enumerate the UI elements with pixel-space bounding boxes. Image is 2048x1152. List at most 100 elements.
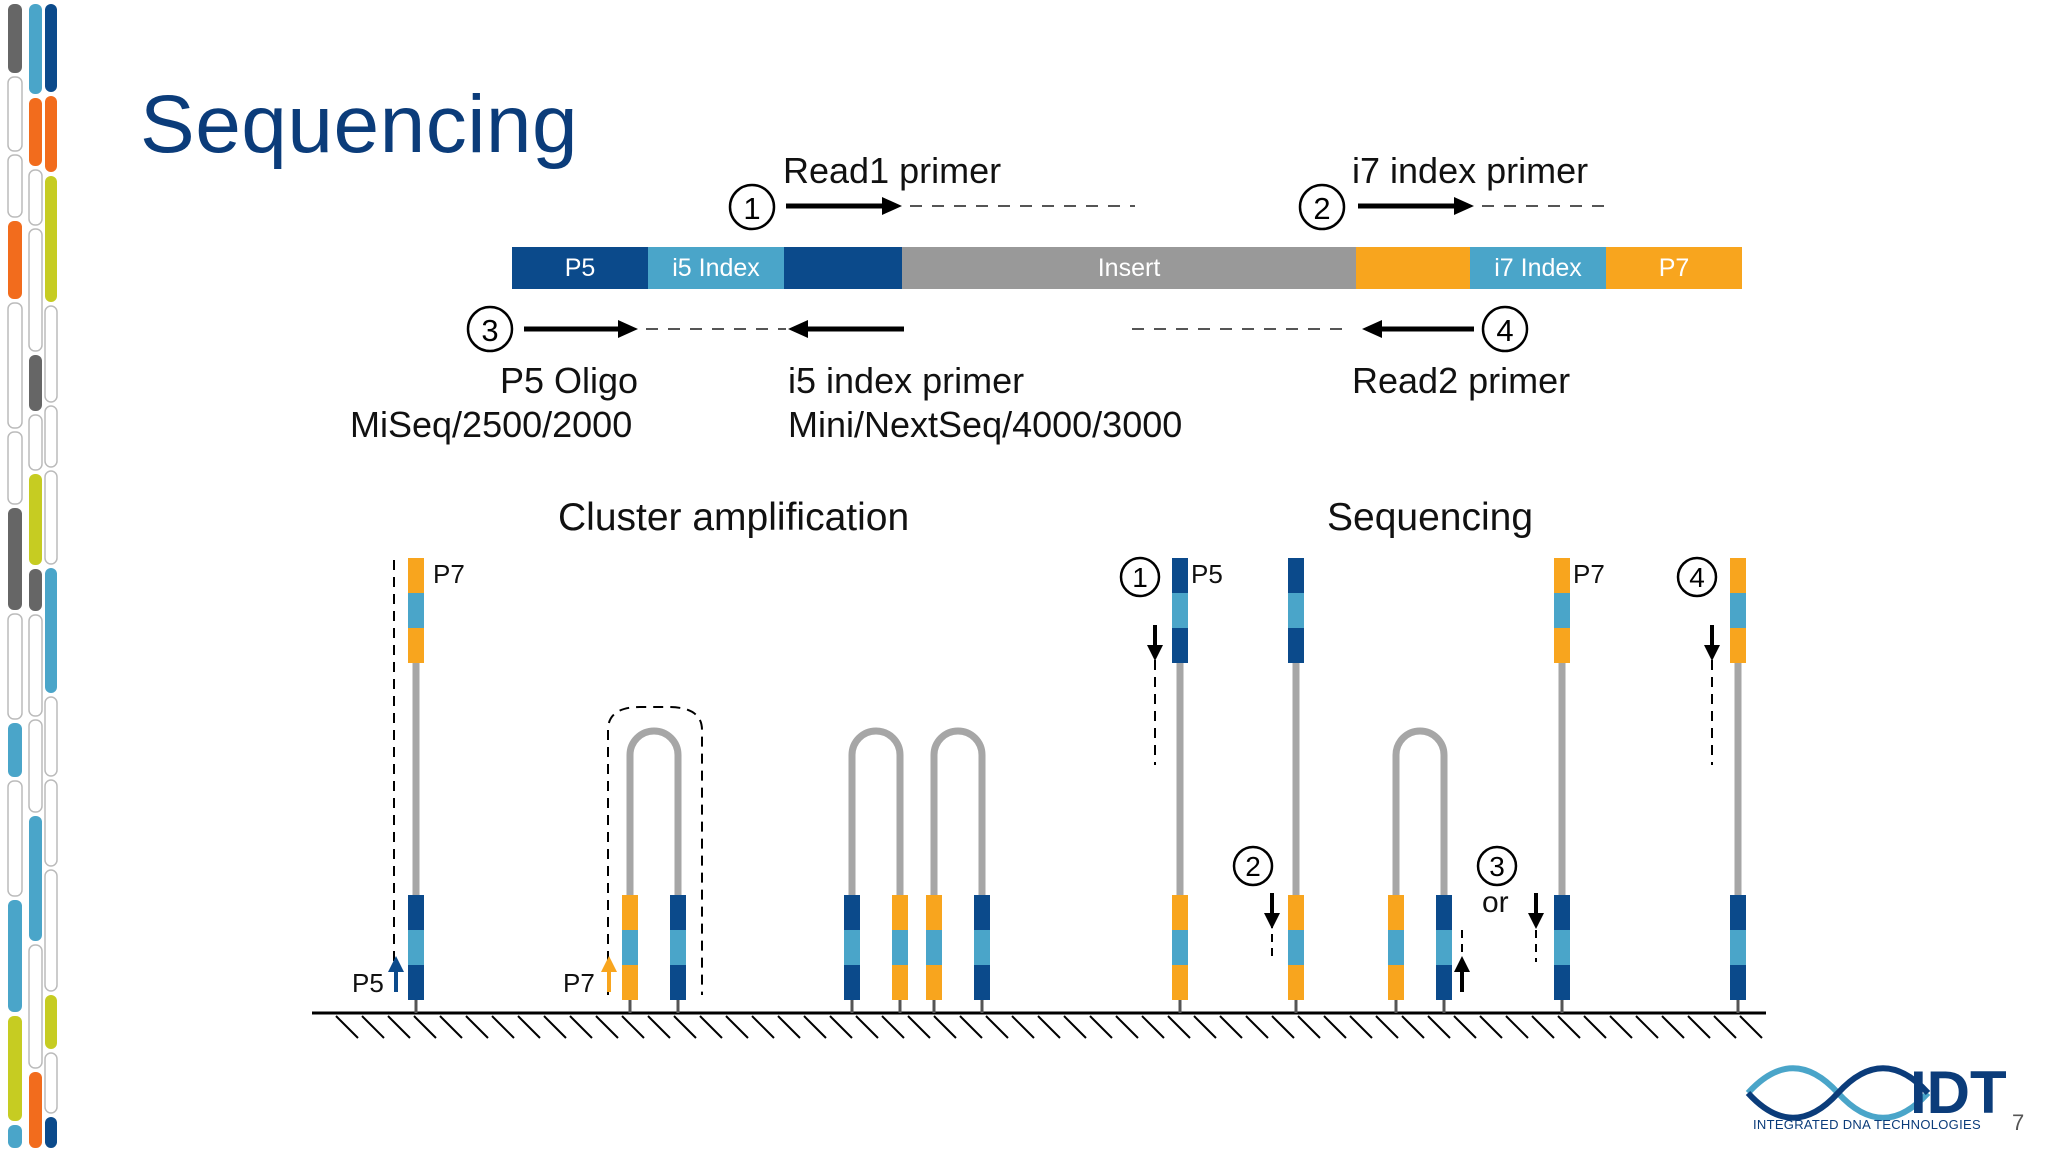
strand-bridge-left (622, 895, 638, 1013)
svg-text:2: 2 (1313, 191, 1330, 226)
segment-i5-index: i5 Index (648, 247, 784, 289)
strand-label-p5-a: P5 (352, 968, 384, 998)
strand-reverse (1554, 558, 1570, 1013)
surface-hatch (1375, 1015, 1399, 1039)
surface-hatch (881, 1015, 905, 1039)
surface-hatch (1141, 1015, 1165, 1039)
surface-hatch (1479, 1015, 1503, 1039)
segment-p5-adapter (784, 247, 902, 289)
seq-step-3-badge: 3 (1476, 845, 1518, 887)
idt-logo-subtitle: INTEGRATED DNA TECHNOLOGIES (1753, 1117, 1981, 1132)
surface-hatch (1713, 1015, 1737, 1039)
surface-hatch (751, 1015, 775, 1039)
read1-primer-label: Read1 primer (783, 150, 1002, 191)
surface-hatch (517, 1015, 541, 1039)
read1-down-arrow-icon (1147, 625, 1163, 661)
deco-stripe (8, 1125, 22, 1148)
svg-text:3: 3 (1489, 851, 1505, 882)
surface-hatch (543, 1015, 567, 1039)
deco-stripe (7, 76, 23, 152)
surface-hatch (1167, 1015, 1191, 1039)
deco-stripe (45, 176, 57, 302)
strand-index2-a (1388, 895, 1404, 1013)
i5-index-instruments: Mini/NextSeq/4000/3000 (788, 404, 1183, 445)
surface-hatch (1557, 1015, 1581, 1039)
strand-label-p7-a: P7 (433, 559, 465, 589)
deco-stripe (7, 431, 23, 505)
surface-hatch (1219, 1015, 1243, 1039)
decorative-stripes (7, 4, 58, 1148)
deco-stripe (44, 405, 58, 468)
surface-hatch (1323, 1015, 1347, 1039)
segment-i7-index: i7 Index (1470, 247, 1606, 289)
step-2-badge: 2 (1298, 183, 1346, 231)
svg-text:4: 4 (1689, 562, 1705, 593)
step-4-badge: 4 (1481, 305, 1529, 353)
surface-hatch (1297, 1015, 1321, 1039)
deco-stripe (44, 1052, 58, 1114)
strand-bridge-right (670, 895, 686, 1013)
deco-stripe (44, 869, 58, 992)
deco-stripe (7, 613, 23, 720)
deco-stripe (44, 305, 58, 403)
deco-stripe (28, 169, 43, 226)
deco-stripe (44, 470, 58, 565)
deco-stripe (8, 900, 22, 1012)
surface-hatch (1089, 1015, 1113, 1039)
surface-hatch (699, 1015, 723, 1039)
deco-stripe (28, 228, 43, 352)
surface-hatch (1427, 1015, 1451, 1039)
svg-text:3: 3 (481, 313, 498, 348)
p5-oligo-arrow (524, 320, 786, 338)
svg-text:2: 2 (1245, 851, 1261, 882)
surface-hatch (855, 1015, 879, 1039)
cluster-amplification-heading: Cluster amplification (558, 496, 910, 539)
surface-hatch (803, 1015, 827, 1039)
surface-hatch (1193, 1015, 1217, 1039)
strand-hairpin-1b (892, 895, 908, 1013)
or-label: or (1482, 886, 1509, 919)
surface-hatch (1505, 1015, 1529, 1039)
surface-hatch (1453, 1015, 1477, 1039)
surface-hatch (1635, 1015, 1659, 1039)
i5-index-primer-label: i5 index primer (788, 360, 1025, 401)
segment-p5: P5 (512, 247, 648, 289)
sequencing-heading: Sequencing (1327, 496, 1534, 539)
deco-stripe (44, 696, 58, 777)
seq-step-4-badge: 4 (1676, 556, 1718, 598)
surface-hatch (387, 1015, 411, 1039)
strand-label-p7-b: P7 (563, 968, 595, 998)
i7-index-primer-label: i7 index primer (1352, 150, 1589, 191)
svg-text:1: 1 (1132, 562, 1148, 593)
surface-hatch (621, 1015, 645, 1039)
i5-down-arrow-icon (1528, 893, 1544, 929)
deco-stripe (8, 221, 22, 299)
surface-hatch (1739, 1015, 1763, 1039)
deco-stripe (29, 4, 42, 94)
surface-hatch (725, 1015, 749, 1039)
deco-stripe (29, 474, 42, 565)
surface-hatch (595, 1015, 619, 1039)
deco-stripe (29, 569, 42, 611)
read1-primer-arrow (786, 197, 1135, 215)
p5oligo-up-arrow-icon (1454, 956, 1470, 992)
seq-step-1-badge: 1 (1119, 556, 1161, 598)
read2-down-arrow-icon (1704, 625, 1720, 661)
strand-hairpin-2b (974, 895, 990, 1013)
deco-stripe (28, 614, 43, 717)
surface-hatch (335, 1015, 359, 1039)
seq-step-2-badge: 2 (1232, 845, 1274, 887)
i7-index-primer-arrow (1358, 197, 1612, 215)
strand-template (408, 558, 424, 1013)
flow-cell-surface (312, 1011, 1766, 1039)
direction-arrows (388, 625, 1720, 992)
surface-hatch (777, 1015, 801, 1039)
svg-text:4: 4 (1496, 313, 1513, 348)
deco-stripe (8, 1016, 22, 1121)
strand-read2 (1730, 558, 1746, 1013)
deco-stripe (28, 414, 43, 471)
deco-stripe (7, 154, 23, 218)
segment-insert: Insert (902, 247, 1356, 289)
